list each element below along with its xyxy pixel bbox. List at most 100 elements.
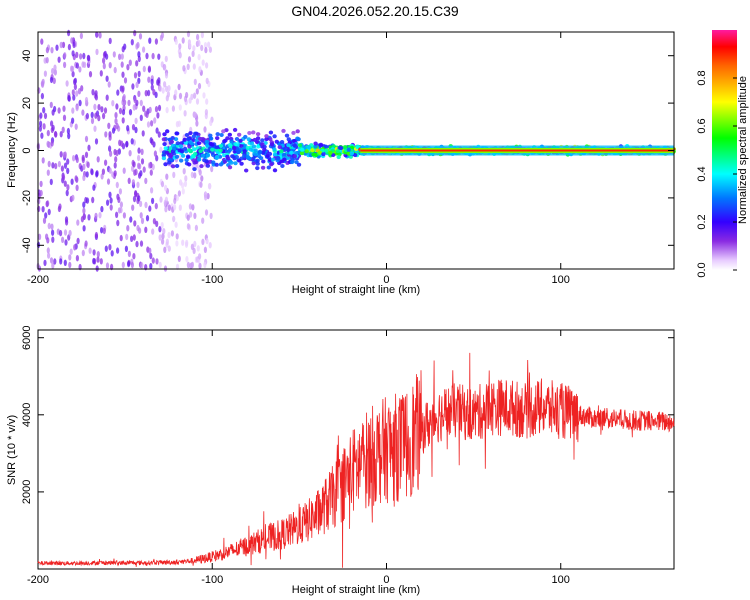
spectrogram-cell <box>63 61 67 69</box>
spectrogram-cell <box>157 131 161 138</box>
spectrogram-cell <box>175 240 179 247</box>
spectrogram-cell <box>146 121 151 128</box>
spectrogram-cell <box>262 147 267 152</box>
spectrogram-cell <box>201 238 205 245</box>
spectrogram-cell <box>175 141 180 146</box>
spectrogram-cell <box>193 92 197 99</box>
spectrogram-cell <box>187 144 192 149</box>
spectrogram-cell <box>197 39 201 47</box>
spectrogram-cell <box>118 188 122 195</box>
spectrogram-cell <box>174 164 180 168</box>
spectrogram-cell <box>91 196 95 204</box>
spectrogram-cell <box>75 62 79 69</box>
spectrogram-cell <box>137 70 141 78</box>
spectrogram-cell <box>61 41 66 49</box>
spectrogram-cell <box>46 129 50 137</box>
spectrogram-cell <box>182 65 186 72</box>
spectrogram-cell <box>125 140 129 148</box>
spectrogram-cell <box>116 247 120 254</box>
spectrogram-cell <box>196 157 202 162</box>
spectrogram-cell <box>227 132 232 137</box>
spectrogram-cell <box>151 52 155 60</box>
spectrogram-cell <box>79 32 83 40</box>
spectrogram-cell <box>191 204 195 211</box>
spectrogram-cell <box>190 243 194 250</box>
spectrogram-cell <box>119 234 123 242</box>
spectrogram-cell <box>94 138 99 145</box>
spectrogram-cell <box>203 246 207 253</box>
colorbar: 0.0 0.2 0.4 0.6 0.8 Normalized spectral ampl… <box>696 30 749 278</box>
spectrogram-cell <box>234 155 239 159</box>
spectrogram-cell <box>53 258 57 265</box>
spectrogram-cell <box>138 172 142 179</box>
spectrogram-cell <box>161 87 165 94</box>
spectrogram-cell <box>115 211 119 218</box>
spectrogram-cell <box>130 235 134 242</box>
spectrogram-cell <box>85 112 89 120</box>
spectrogram-cell <box>165 85 169 93</box>
spectrogram-cell <box>147 65 151 72</box>
spectrogram-cell <box>211 160 216 165</box>
colorbar-ticks: 0.0 0.2 0.4 0.6 0.8 <box>696 70 737 278</box>
spectrogram-cell <box>148 37 152 44</box>
spectrogram-cell <box>200 31 204 39</box>
spectrogram-cell <box>38 125 43 132</box>
spectrogram-cell <box>163 146 168 151</box>
spectrogram-cell <box>116 89 120 96</box>
spectrogram-cell <box>41 157 45 164</box>
spectrogram-cell <box>161 137 167 142</box>
spectrogram-cell <box>254 140 260 145</box>
spectrogram-cell <box>182 168 186 175</box>
spectrogram-cell <box>140 262 144 269</box>
spectrogram-cell <box>289 150 294 155</box>
spectrogram-cell <box>103 107 108 114</box>
spectrogram-cell <box>73 244 77 251</box>
spectrogram-cell <box>247 131 252 135</box>
spectrogram-cell <box>107 81 111 88</box>
spectrogram-cell <box>47 252 51 259</box>
spectrogram-cell <box>123 43 127 50</box>
spectrogram-cell <box>43 70 48 77</box>
spectrogram-cell <box>46 169 50 176</box>
spectrogram-cell <box>136 181 140 188</box>
spectrogram-cell <box>144 90 148 97</box>
spectrogram-cell <box>74 123 78 130</box>
spectrogram-cell <box>46 237 50 244</box>
spectrogram-cell <box>321 152 326 157</box>
spectrogram-cell <box>299 151 305 156</box>
spectrogram-cell <box>291 130 296 135</box>
spectrogram-cell <box>244 168 249 173</box>
spectrogram-cell <box>272 168 278 173</box>
spectrogram-cell <box>131 124 136 131</box>
spectrogram-cell <box>133 72 138 79</box>
snr-xlabel: Height of straight line (km) <box>292 584 420 596</box>
spectrogram-cell <box>191 134 196 139</box>
spectrogram-cell <box>105 75 109 82</box>
spectrogram-cell <box>324 148 329 153</box>
spectrogram-cell <box>137 195 141 202</box>
spectrogram-cell <box>102 57 106 64</box>
spectrogram-cell <box>207 41 211 48</box>
spectrogram-cell <box>149 263 153 270</box>
spectrogram-cell <box>103 50 107 58</box>
spectrogram-cell <box>154 91 158 99</box>
colorbar-tick-label: 0.2 <box>696 214 708 229</box>
spectrogram-cell <box>57 56 61 63</box>
spectrogram-cell <box>51 236 55 243</box>
spectrogram-cell <box>192 63 196 70</box>
spectrogram-cell <box>165 238 169 245</box>
spectrogram-cell <box>225 136 230 141</box>
spectrogram-cell <box>149 252 153 260</box>
spectrogram-cell <box>53 69 58 76</box>
spectrogram-cell <box>71 107 75 114</box>
spectrogram-cell <box>154 106 159 113</box>
spectrogram-cell <box>84 151 89 158</box>
spectrogram-cell <box>203 148 209 153</box>
spectrogram-cell <box>160 180 165 188</box>
spectrogram-cell <box>139 99 143 107</box>
spectrogram-cell <box>144 201 148 209</box>
spectrogram-cell <box>233 161 238 166</box>
colorbar-gradient <box>712 30 737 270</box>
spectrogram-cell <box>163 199 167 206</box>
spectrogram-cell <box>73 83 77 91</box>
